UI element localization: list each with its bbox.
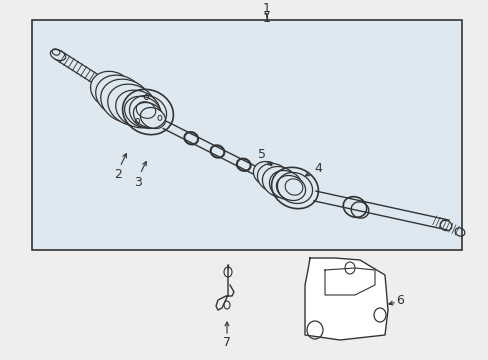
Ellipse shape [133,103,162,127]
Polygon shape [305,258,387,340]
Text: 1: 1 [263,3,270,15]
Ellipse shape [124,96,161,128]
Text: 3: 3 [134,175,142,189]
Bar [32,20,461,250]
Ellipse shape [96,75,144,117]
Ellipse shape [257,163,290,193]
Text: 6: 6 [395,293,403,306]
Ellipse shape [140,108,165,129]
Text: 2: 2 [114,168,122,181]
Ellipse shape [90,71,133,109]
Ellipse shape [107,84,156,126]
Ellipse shape [116,90,160,128]
Ellipse shape [253,162,282,186]
Text: 1: 1 [263,12,270,25]
Ellipse shape [262,166,297,198]
Text: 4: 4 [313,162,321,175]
Ellipse shape [269,171,302,199]
Ellipse shape [276,175,305,201]
Text: 7: 7 [223,336,230,348]
Text: 5: 5 [258,148,265,162]
Ellipse shape [101,79,151,123]
